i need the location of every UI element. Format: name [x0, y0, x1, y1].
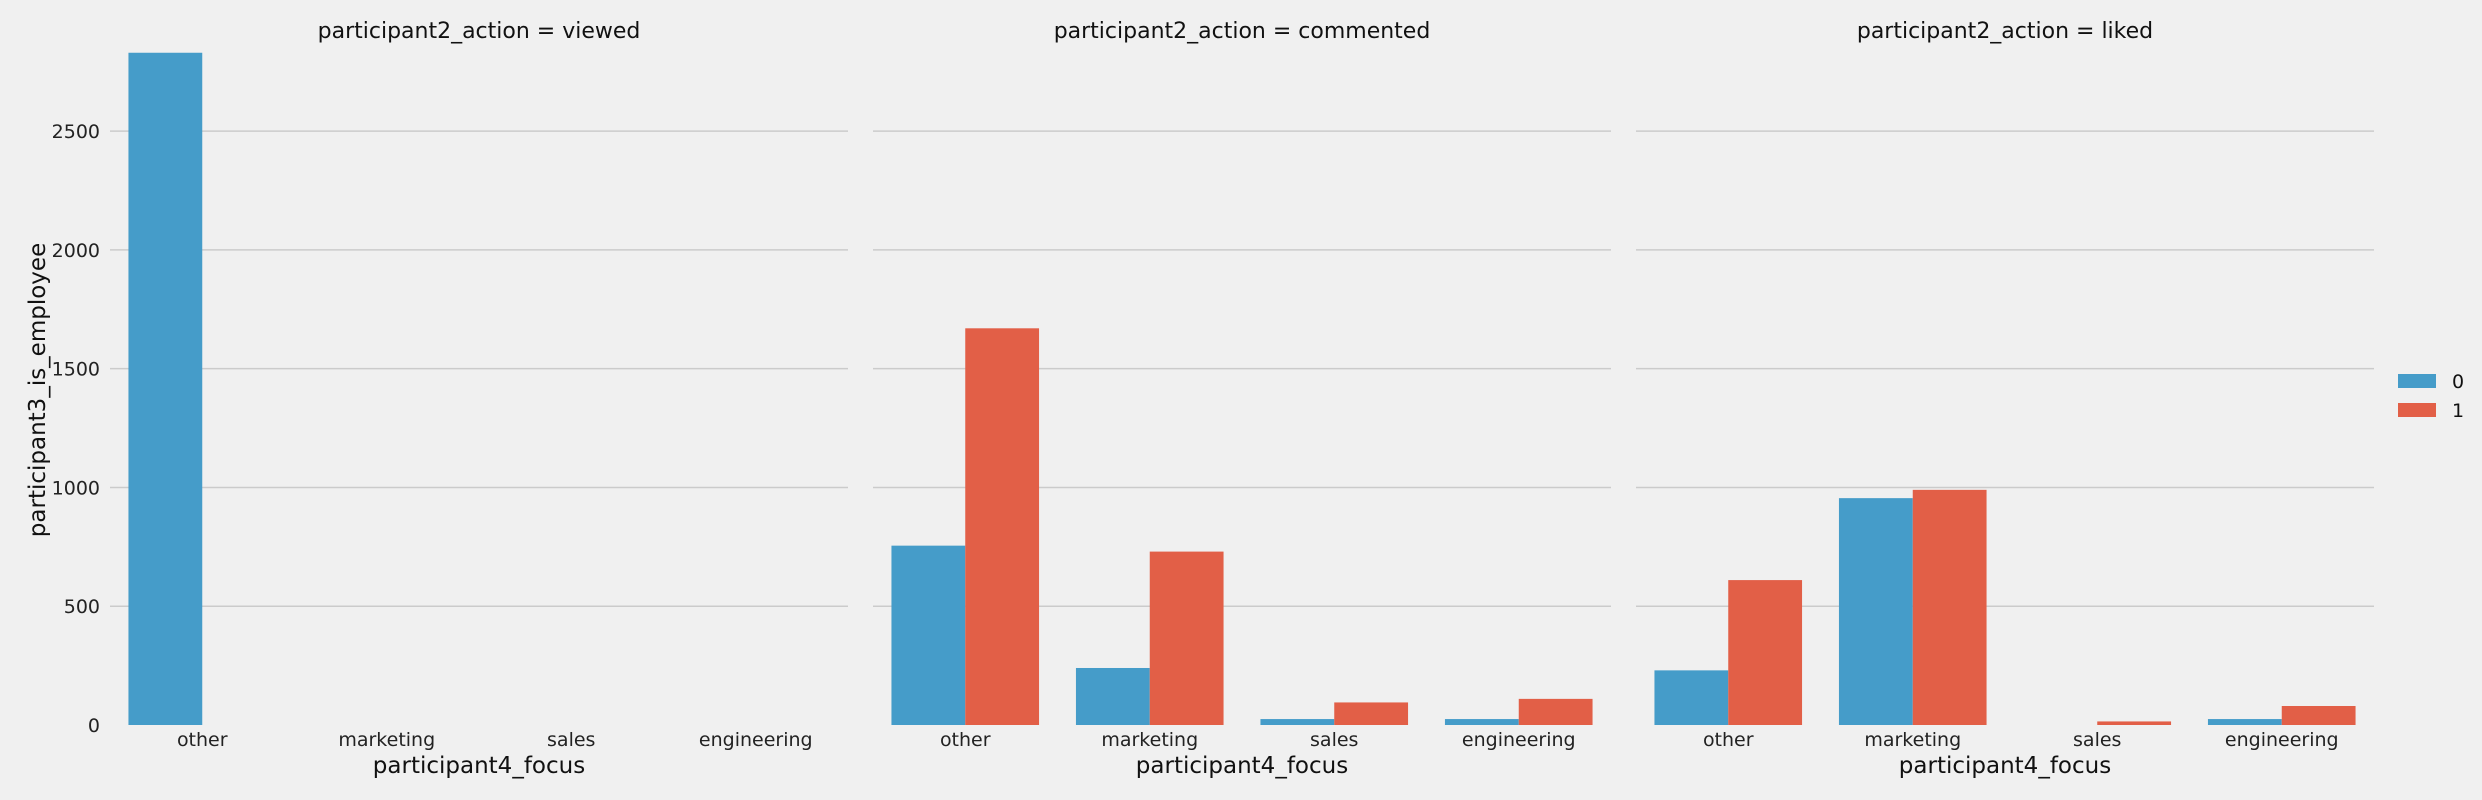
- x-tick-label: engineering: [2225, 729, 2339, 751]
- bar-sales-series-1: [1334, 702, 1409, 725]
- x-tick-label: sales: [2073, 729, 2121, 751]
- panel-title: participant2_action = commented: [1054, 19, 1431, 44]
- panel-title: participant2_action = viewed: [318, 19, 641, 44]
- bar-other-series-1: [1728, 580, 1803, 725]
- y-tick-label: 1000: [52, 477, 100, 499]
- y-tick-label: 2000: [52, 240, 100, 262]
- bar-marketing-series-1: [1149, 551, 1224, 725]
- x-tick-label: engineering: [699, 729, 813, 751]
- bar-other-series-0: [1654, 670, 1729, 725]
- y-tick-label: 2500: [52, 121, 100, 143]
- panel-3: participant2_action = liked other marketin…: [1636, 19, 2374, 779]
- x-tick-label: other: [1703, 729, 1754, 751]
- legend-label-1: 1: [2452, 400, 2464, 422]
- bar-other-series-0: [891, 545, 966, 725]
- bar-other-series-0: [128, 52, 203, 726]
- bar-engineering-series-0: [1444, 719, 1519, 725]
- panel-title: participant2_action = liked: [1857, 19, 2153, 44]
- x-tick-label: marketing: [338, 729, 435, 751]
- x-axis-label: participant4_focus: [373, 753, 585, 779]
- x-tick-label: sales: [547, 729, 595, 751]
- bar-engineering-series-1: [2281, 705, 2356, 725]
- bar-marketing-series-0: [1838, 498, 1913, 725]
- y-tick-label: 500: [64, 596, 100, 618]
- panel-1: 0 500 1000 1500 2000 2500 participant2_action …: [52, 19, 848, 779]
- bar-engineering-series-0: [2207, 719, 2282, 725]
- bar-other-series-1: [965, 328, 1040, 725]
- x-axis-label: participant4_focus: [1136, 753, 1348, 779]
- x-tick-label: sales: [1310, 729, 1358, 751]
- bar-sales-series-1: [2097, 721, 2172, 725]
- legend: 01: [2398, 371, 2464, 422]
- x-tick-label: marketing: [1101, 729, 1198, 751]
- legend-swatch-1: [2398, 403, 2436, 417]
- x-tick-label: engineering: [1462, 729, 1576, 751]
- legend-swatch-0: [2398, 374, 2436, 388]
- x-axis-label: participant4_focus: [1899, 753, 2111, 779]
- panel-2: participant2_action = commented other mark…: [873, 19, 1611, 779]
- bar-sales-series-0: [1260, 719, 1335, 725]
- y-tick-label: 0: [88, 715, 100, 737]
- y-tick-label: 1500: [52, 359, 100, 381]
- x-tick-label: other: [940, 729, 991, 751]
- bar-marketing-series-0: [1075, 667, 1150, 725]
- legend-label-0: 0: [2452, 371, 2464, 393]
- x-tick-label: marketing: [1864, 729, 1961, 751]
- y-axis-label: participant3_is_employee: [25, 243, 51, 537]
- bar-engineering-series-1: [1518, 698, 1593, 725]
- bar-marketing-series-1: [1912, 489, 1987, 725]
- panels: 0 500 1000 1500 2000 2500 participant2_action …: [52, 19, 2374, 779]
- x-tick-label: other: [177, 729, 228, 751]
